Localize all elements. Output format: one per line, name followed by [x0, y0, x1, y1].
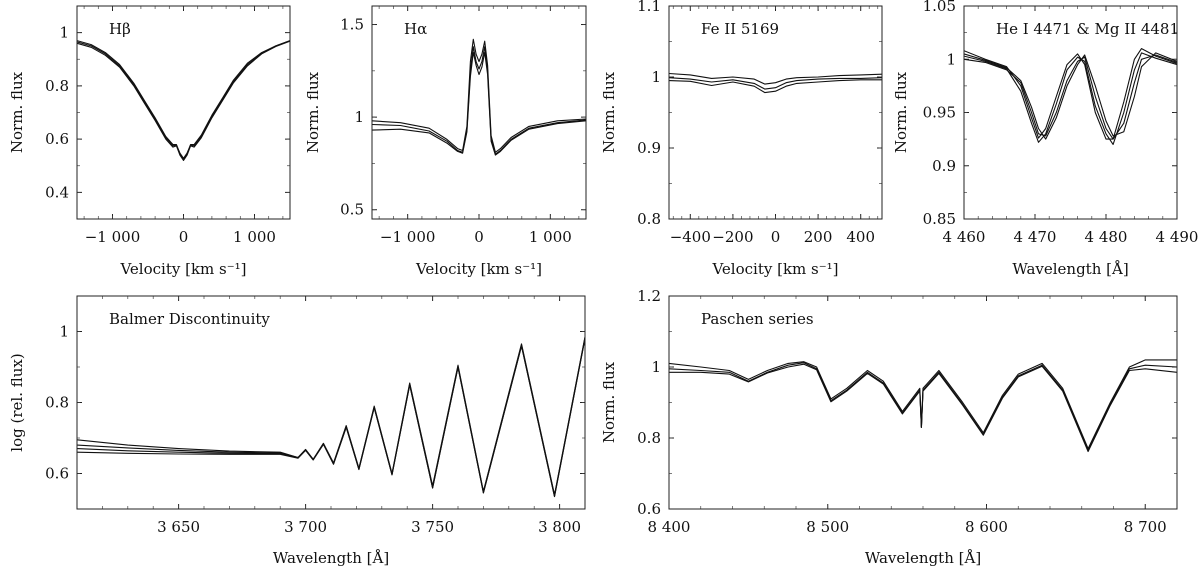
x-tick-label: 200: [804, 228, 833, 246]
y-tick-label: 0.6: [637, 500, 661, 518]
y-tick-label: 0.9: [932, 157, 956, 175]
x-axis-label: Wavelength [Å]: [865, 549, 981, 567]
x-tick-label: 8 700: [1124, 518, 1167, 536]
x-tick-label: 3 750: [411, 518, 454, 536]
x-tick-label: 1 000: [233, 228, 276, 246]
panel-label-h: Hα: [404, 20, 427, 38]
x-tick-label: 8 600: [965, 518, 1008, 536]
series-line-hemg-4: [964, 52, 1177, 140]
panel-label-balmer-discontinuity: Balmer Discontinuity: [109, 310, 270, 328]
x-tick-label: 0: [771, 228, 781, 246]
x-tick-label: 8 500: [806, 518, 849, 536]
y-tick-label: 1.05: [923, 0, 956, 15]
panel-hemg: 4 460 4 470 4 480 4 490 0.85 0.9 0.95 1 1.05 He I…: [892, 0, 1198, 278]
x-tick-label: 1 000: [529, 228, 572, 246]
y-tick-label: 0.5: [340, 201, 364, 219]
y-tick-label: 1.1: [637, 0, 661, 15]
x-tick-label: 400: [846, 228, 875, 246]
x-tick-label: 8 400: [648, 518, 691, 536]
series-line-balmer-3: [77, 338, 585, 497]
series-line-hbeta-3: [77, 40, 290, 159]
plot-frame-halpha: [371, 5, 587, 220]
series-line-hbeta-2: [77, 40, 290, 161]
x-axis-label: Wavelength [Å]: [273, 549, 389, 567]
y-axis-label: log (rel. flux): [8, 353, 26, 451]
plot-frame-balmer: [76, 295, 586, 510]
panel-hbeta: −1 000 0 1 000 0.4 0.6 0.8 1 Hβ Velocity [km s⁻¹…: [8, 5, 291, 278]
x-tick-label: 4 480: [1085, 228, 1128, 246]
series-line-halpha-1: [372, 38, 586, 153]
y-tick-label: 1: [651, 358, 661, 376]
series-line-hemg-1: [964, 48, 1177, 140]
plot-frame-fe: [668, 5, 883, 220]
y-tick-label: 1: [946, 50, 956, 68]
y-axis-label: Norm. flux: [600, 71, 618, 153]
panel-label-h: Hβ: [109, 20, 131, 38]
panel-paschen: 8 400 8 500 8 600 8 700 0.6 0.8 1 1.2 Paschen se…: [600, 287, 1178, 567]
plot-frame-hbeta: [76, 5, 291, 220]
x-tick-label: 3 700: [284, 518, 327, 536]
y-tick-label: 1.5: [340, 16, 364, 34]
x-tick-label: −1 000: [380, 228, 436, 246]
y-axis-label: Norm. flux: [304, 71, 322, 153]
series-line-fe-1: [669, 72, 882, 85]
series-line-halpha-3: [372, 51, 586, 156]
x-tick-label: 4 460: [943, 228, 986, 246]
x-tick-label: 3 800: [538, 518, 581, 536]
x-tick-label: 3 650: [157, 518, 200, 536]
x-axis-label: Velocity [km s⁻¹]: [711, 260, 838, 278]
x-tick-label: 0: [179, 228, 189, 246]
panel-balmer: 3 650 3 700 3 750 3 800 0.6 0.8 1 Balmer Discon…: [8, 295, 586, 567]
x-axis-label: Wavelength [Å]: [1012, 260, 1128, 278]
panel-fe: −400 −200 0 200 400 0.8 0.9 1 1.1 Fe II 5169 Veloc…: [600, 0, 883, 278]
x-axis-label: Velocity [km s⁻¹]: [119, 260, 246, 278]
y-tick-label: 1: [59, 323, 69, 341]
series-line-balmer-1: [77, 336, 585, 496]
y-tick-label: 0.8: [45, 394, 69, 412]
series-line-hbeta-1: [77, 40, 290, 160]
y-tick-label: 0.9: [637, 139, 661, 157]
series-line-fe-2: [669, 77, 882, 90]
series-line-hemg-2: [964, 52, 1177, 145]
y-tick-label: 1.2: [637, 287, 661, 305]
plot-frame-hemg: [963, 5, 1178, 220]
plot-frame-paschen: [668, 295, 1178, 510]
y-tick-label: 0.6: [45, 465, 69, 483]
series-line-balmer-2: [77, 337, 585, 497]
y-tick-label: 0.6: [45, 130, 69, 148]
x-tick-label: −200: [712, 228, 753, 246]
series-line-halpha-2: [372, 46, 586, 155]
y-axis-label: Norm. flux: [600, 361, 618, 443]
y-tick-label: 0.8: [45, 77, 69, 95]
y-axis-label: Norm. flux: [892, 71, 910, 153]
panel-label-paschen-series: Paschen series: [701, 310, 814, 328]
series-line-paschen-1: [669, 359, 1177, 450]
x-tick-label: 4 490: [1156, 228, 1199, 246]
y-tick-label: 0.8: [637, 210, 661, 228]
y-tick-label: 0.8: [637, 429, 661, 447]
y-tick-label: 0.85: [923, 210, 956, 228]
x-tick-label: −400: [670, 228, 711, 246]
series-line-balmer-4: [77, 338, 585, 498]
series-line-fe-3: [669, 79, 882, 94]
panel-label-fe-ii-5169: Fe II 5169: [701, 20, 779, 38]
series-line-hemg-3: [964, 54, 1177, 140]
x-tick-label: 4 470: [1014, 228, 1057, 246]
panel-label-he-i-4471-mg-ii-4481: He I 4471 & Mg II 4481: [996, 20, 1179, 38]
panel-halpha: −1 000 0 1 000 0.5 1 1.5 Hα Velocity [km s⁻¹] No…: [304, 5, 587, 278]
y-tick-label: 0.4: [45, 183, 69, 201]
series-line-paschen-2: [669, 362, 1177, 451]
y-axis-label: Norm. flux: [8, 71, 26, 153]
x-tick-label: 0: [474, 228, 484, 246]
y-tick-label: 1: [59, 24, 69, 42]
y-tick-label: 0.95: [923, 104, 956, 122]
y-tick-label: 1: [651, 68, 661, 86]
series-line-paschen-3: [669, 363, 1177, 453]
y-tick-label: 1: [354, 108, 364, 126]
x-tick-label: −1 000: [85, 228, 141, 246]
x-axis-label: Velocity [km s⁻¹]: [415, 260, 542, 278]
